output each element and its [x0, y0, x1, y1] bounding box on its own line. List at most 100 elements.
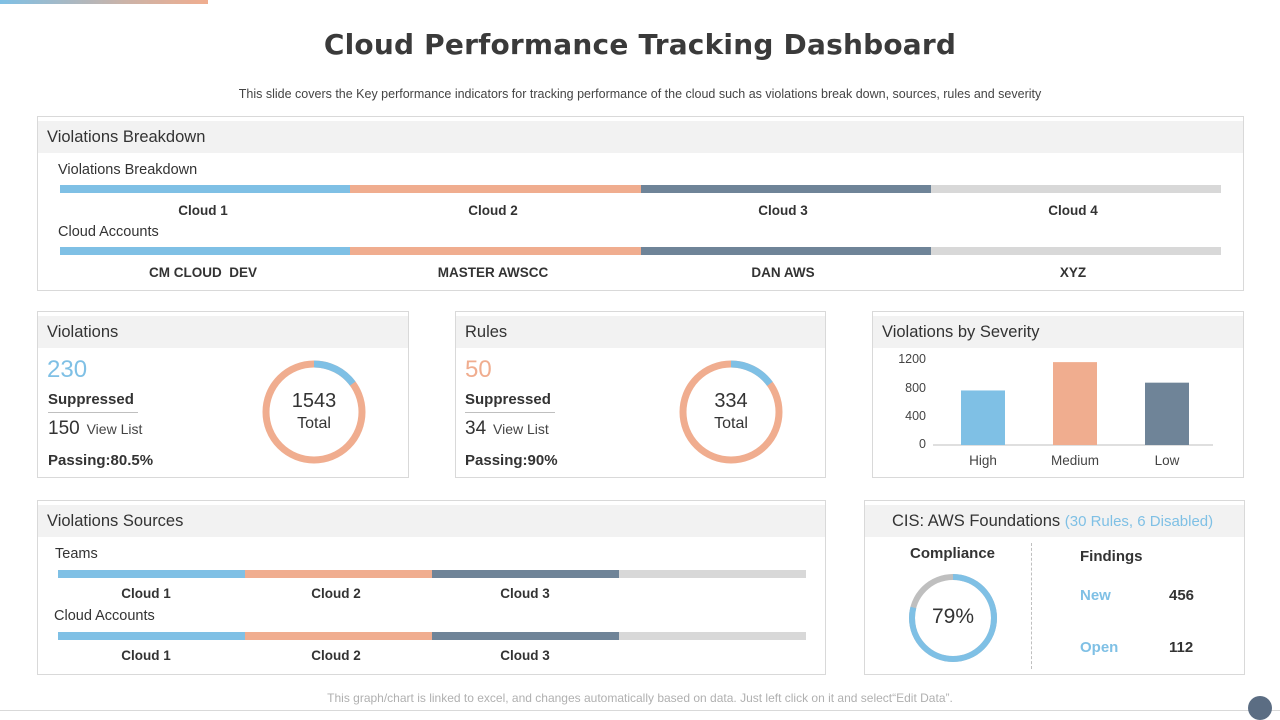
donut-center: 334 Total: [691, 390, 771, 433]
view-list-link[interactable]: View List: [86, 421, 143, 437]
severity-panel: Violations by Severity 1200 800 400 0 Hi…: [872, 311, 1244, 478]
passing-rate: Passing:90%: [465, 452, 558, 469]
panel-header: Violations: [38, 316, 408, 348]
suppressed-count-row: 150 View List: [48, 418, 142, 440]
bar-low: [1145, 382, 1189, 445]
compliance-progress-ring: [909, 574, 997, 662]
row-title: Cloud Accounts: [54, 608, 155, 624]
compliance-value: 79%: [931, 605, 975, 628]
panel-header: Violations by Severity: [873, 316, 1243, 348]
severity-bar-chart: [933, 362, 1213, 446]
compliance-label: Compliance: [910, 545, 996, 562]
y-tick-label: 1200: [898, 352, 926, 366]
panel-header: CIS: AWS Foundations (30 Rules, 6 Disabl…: [865, 505, 1244, 537]
panel-header: Violations Breakdown: [38, 121, 1243, 153]
donut-total-value: 1543: [291, 390, 337, 412]
rules-donut: [679, 360, 783, 464]
y-tick-label: 0: [919, 437, 926, 451]
x-category-label: High: [969, 453, 997, 468]
x-category-label: Medium: [1050, 453, 1099, 468]
divider: [465, 412, 555, 413]
violations-breakdown-panel: Violations Breakdown Violations Breakdow…: [37, 116, 1244, 291]
bar-label: XYZ: [1059, 265, 1087, 280]
page-subtitle: This slide covers the Key performance in…: [238, 87, 1042, 101]
bar-high: [961, 390, 1005, 445]
bar-label: Cloud 1: [178, 203, 228, 218]
cis-title: CIS: AWS Foundations: [892, 512, 1061, 530]
suppressed-count: 34: [465, 418, 487, 439]
bar-label: Cloud 3: [500, 586, 550, 601]
cloud-accounts-bar: [60, 247, 1221, 255]
rules-count: 50: [465, 356, 492, 383]
bar-label: Cloud 2: [468, 203, 518, 218]
donut-center: 1543 Total: [274, 390, 354, 433]
bar-segment-xyz: [930, 247, 1221, 255]
bar-segment-cloud-2: [245, 570, 432, 578]
page-title: Cloud Performance Tracking Dashboard: [323, 28, 957, 61]
divider: [48, 412, 138, 413]
bar-label: Cloud 1: [121, 586, 171, 601]
bar-label: Cloud 2: [311, 586, 361, 601]
violations-donut: [262, 360, 366, 464]
y-tick-label: 400: [905, 409, 926, 423]
bar-segment-other: [619, 570, 806, 578]
bar-segment-master-awscc: [350, 247, 641, 255]
donut-total-label: Total: [714, 415, 748, 432]
bar-segment-cm-cloud-dev: [60, 247, 351, 255]
divider: [1031, 543, 1032, 669]
bar-segment-other: [619, 632, 806, 640]
violations-count: 230: [47, 356, 88, 383]
bar-segment-cloud-1: [60, 185, 351, 193]
cis-rules-note: (30 Rules, 6 Disabled): [1064, 513, 1214, 530]
donut-total-label: Total: [297, 415, 331, 432]
violations-sources-panel: Violations Sources Teams Cloud 1 Cloud 2…: [37, 500, 826, 675]
bar-segment-cloud-1: [58, 632, 245, 640]
bar-label: CM CLOUD DEV: [149, 265, 257, 280]
compliance-donut: [909, 574, 997, 662]
teams-bar: [58, 570, 806, 578]
suppressed-count-row: 34 View List: [465, 418, 549, 440]
row-title: Cloud Accounts: [58, 224, 159, 240]
bar-segment-cloud-1: [58, 570, 245, 578]
row-title: Violations Breakdown: [58, 162, 198, 178]
bar-segment-cloud-4: [930, 185, 1221, 193]
footer-divider: [0, 710, 1280, 711]
bar-segment-cloud-3: [432, 632, 619, 640]
x-category-label: Low: [1154, 453, 1180, 468]
y-tick-label: 800: [905, 381, 926, 395]
bar-label: Cloud 1: [121, 648, 171, 663]
breakdown-bar: [60, 185, 1221, 193]
bar-label: DAN AWS: [751, 265, 815, 280]
cis-aws-panel: CIS: AWS Foundations (30 Rules, 6 Disabl…: [864, 500, 1245, 675]
cloud-accounts-bar: [58, 632, 806, 640]
bar-label: Cloud 2: [311, 648, 361, 663]
corner-circle: [1248, 696, 1272, 720]
bar-label: Cloud 3: [758, 203, 808, 218]
suppressed-label: Suppressed: [48, 391, 134, 408]
findings-new-label: New: [1080, 587, 1111, 604]
bar-label: Cloud 3: [500, 648, 550, 663]
bar-segment-cloud-3: [640, 185, 931, 193]
donut-highlight-ring: [262, 360, 366, 464]
bar-label: MASTER AWSCC: [437, 265, 549, 280]
passing-rate: Passing:80.5%: [48, 452, 154, 469]
findings-open-label: Open: [1080, 639, 1119, 656]
bar-segment-cloud-3: [432, 570, 619, 578]
bar-label: Cloud 4: [1048, 203, 1098, 218]
donut-total-value: 334: [714, 390, 748, 412]
panel-header: Rules: [456, 316, 825, 348]
footer-note: This graph/chart is linked to excel, and…: [327, 691, 953, 705]
bar-segment-cloud-2: [350, 185, 641, 193]
bar-segment-cloud-2: [245, 632, 432, 640]
donut-highlight-ring: [679, 360, 783, 464]
findings-new-value: 456: [1169, 587, 1195, 604]
panel-header: Violations Sources: [38, 505, 825, 537]
top-accent-bar: [0, 0, 208, 4]
suppressed-count: 150: [48, 418, 80, 439]
findings-label: Findings: [1080, 548, 1143, 565]
bar-medium: [1053, 362, 1097, 445]
view-list-link[interactable]: View List: [493, 421, 549, 437]
row-title: Teams: [55, 546, 98, 562]
findings-open-value: 112: [1169, 639, 1194, 656]
bar-segment-dan-aws: [640, 247, 931, 255]
